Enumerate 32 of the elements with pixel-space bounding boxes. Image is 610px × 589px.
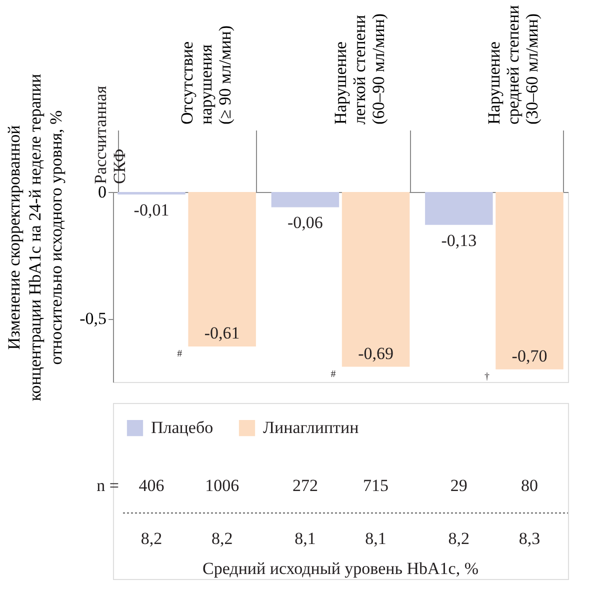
text: Рассчитанная СКФ <box>91 86 129 184</box>
data-label: -0,01 <box>134 200 170 220</box>
text: 8,2 <box>211 529 233 548</box>
text: 29 <box>450 476 468 495</box>
text: n = <box>96 476 119 495</box>
data-label: -0,69 <box>358 344 394 363</box>
text: 272 <box>292 476 318 495</box>
x-tick-label: Отсутствие нарушения (≥ 90 мл/мин) <box>177 25 234 124</box>
annotation: † <box>484 371 490 382</box>
legend-label: Плацебо <box>151 418 214 437</box>
x-tick-label: Нарушение средней степени (30–60 мл/мин) <box>484 5 542 124</box>
text: 8,2 <box>448 529 470 548</box>
y-axis-title: Изменение скорректированной концентрации HbA1c на 24-й неделе терапии относительно исходного уровня, % <box>4 74 66 402</box>
text: Средний исходный уровень HbA1c, % <box>202 559 478 578</box>
text: 715 <box>363 476 389 495</box>
text: 80 <box>521 476 538 495</box>
data-label: -0,70 <box>512 346 548 366</box>
text: 8,1 <box>365 529 386 548</box>
legend-label: Линаглиптин <box>263 418 359 437</box>
annotation: # <box>177 348 182 360</box>
y-tick-label: -0,5 <box>80 309 106 328</box>
data-label: -0,13 <box>441 230 477 250</box>
x-tick-label: Нарушение легкой степени (60–90 мл/мин) <box>331 14 388 124</box>
text: 1006 <box>205 476 240 495</box>
annotation: # <box>330 368 336 380</box>
text: 8,1 <box>294 529 316 548</box>
y-tick-label: 0 <box>98 182 106 202</box>
data-label: -0,61 <box>204 324 240 343</box>
data-label: -0,06 <box>287 213 323 232</box>
text: 8,2 <box>140 529 162 548</box>
text: 8,3 <box>518 529 540 548</box>
text: 406 <box>138 476 164 495</box>
